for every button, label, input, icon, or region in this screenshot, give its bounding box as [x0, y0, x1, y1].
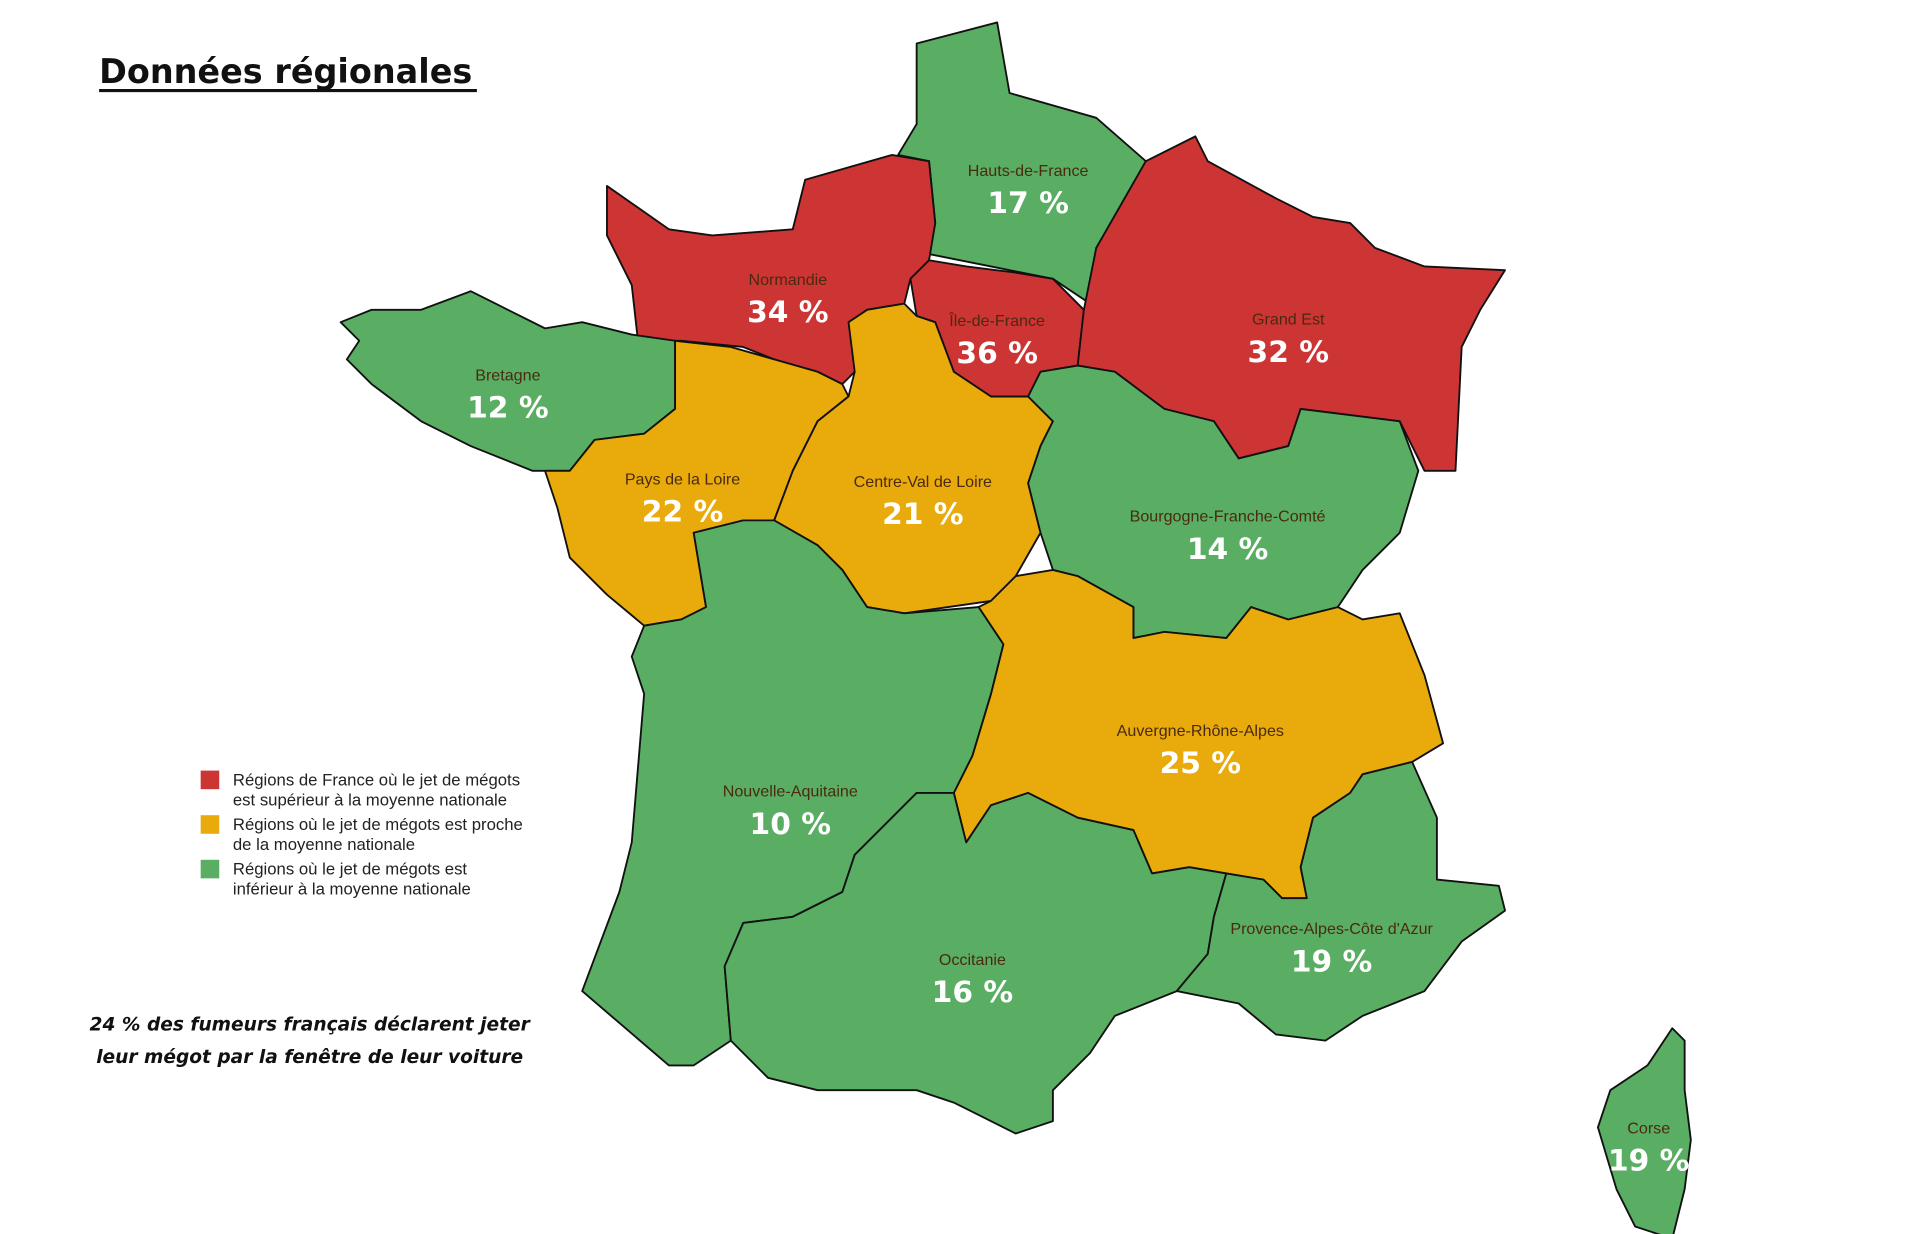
region-value: 32 % — [1248, 335, 1329, 370]
region-value: 14 % — [1187, 532, 1268, 567]
legend-text: Régions où le jet de mégots est proche — [233, 815, 523, 834]
region-name: Auvergne-Rhône-Alpes — [1117, 722, 1284, 740]
legend-text: est supérieur à la moyenne nationale — [233, 790, 507, 809]
region-name: Occitanie — [939, 951, 1006, 969]
region-value: 34 % — [747, 295, 828, 330]
region-value: 19 % — [1291, 944, 1372, 979]
region-value: 10 % — [750, 807, 831, 842]
region-value: 12 % — [467, 391, 548, 426]
region-name: Corse — [1627, 1120, 1670, 1138]
legend-text: de la moyenne nationale — [233, 835, 415, 854]
region-name: Bourgogne-Franche-Comté — [1130, 508, 1326, 526]
region-value: 19 % — [1608, 1144, 1689, 1179]
legend-swatch — [200, 859, 220, 879]
region-name: Normandie — [748, 271, 827, 289]
region-shape — [1175, 761, 1506, 1042]
region-value: 25 % — [1160, 746, 1241, 781]
region-name: Île-de-France — [948, 311, 1045, 330]
region-value: 22 % — [642, 495, 723, 530]
region-shape — [1597, 1027, 1692, 1234]
legend-text: inférieur à la moyenne nationale — [233, 879, 471, 898]
region-name: Grand Est — [1252, 311, 1325, 329]
region-name: Provence-Alpes-Côte d'Azur — [1230, 920, 1433, 938]
region-value: 36 % — [956, 336, 1037, 371]
legend-swatch — [200, 770, 220, 790]
note-text: leur mégot par la fenêtre de leur voitur… — [96, 1047, 523, 1068]
region-name: Bretagne — [475, 366, 540, 384]
note-text: 24 % des fumeurs français déclarent jete… — [90, 1015, 532, 1036]
legend-text: Régions où le jet de mégots est — [233, 860, 468, 879]
page-title: Données régionales — [99, 52, 472, 91]
region-value: 17 % — [987, 186, 1068, 221]
legend-swatch — [200, 815, 220, 834]
region-value: 16 % — [932, 975, 1013, 1010]
legend-text: Régions de France où le jet de mégots — [233, 770, 520, 789]
region-name: Nouvelle-Aquitaine — [723, 783, 858, 801]
region-name: Pays de la Loire — [625, 470, 740, 488]
region-shape — [773, 302, 1054, 615]
region-value: 21 % — [882, 497, 963, 532]
region-name: Hauts-de-France — [968, 162, 1089, 180]
region-name: Centre-Val de Loire — [854, 473, 992, 491]
